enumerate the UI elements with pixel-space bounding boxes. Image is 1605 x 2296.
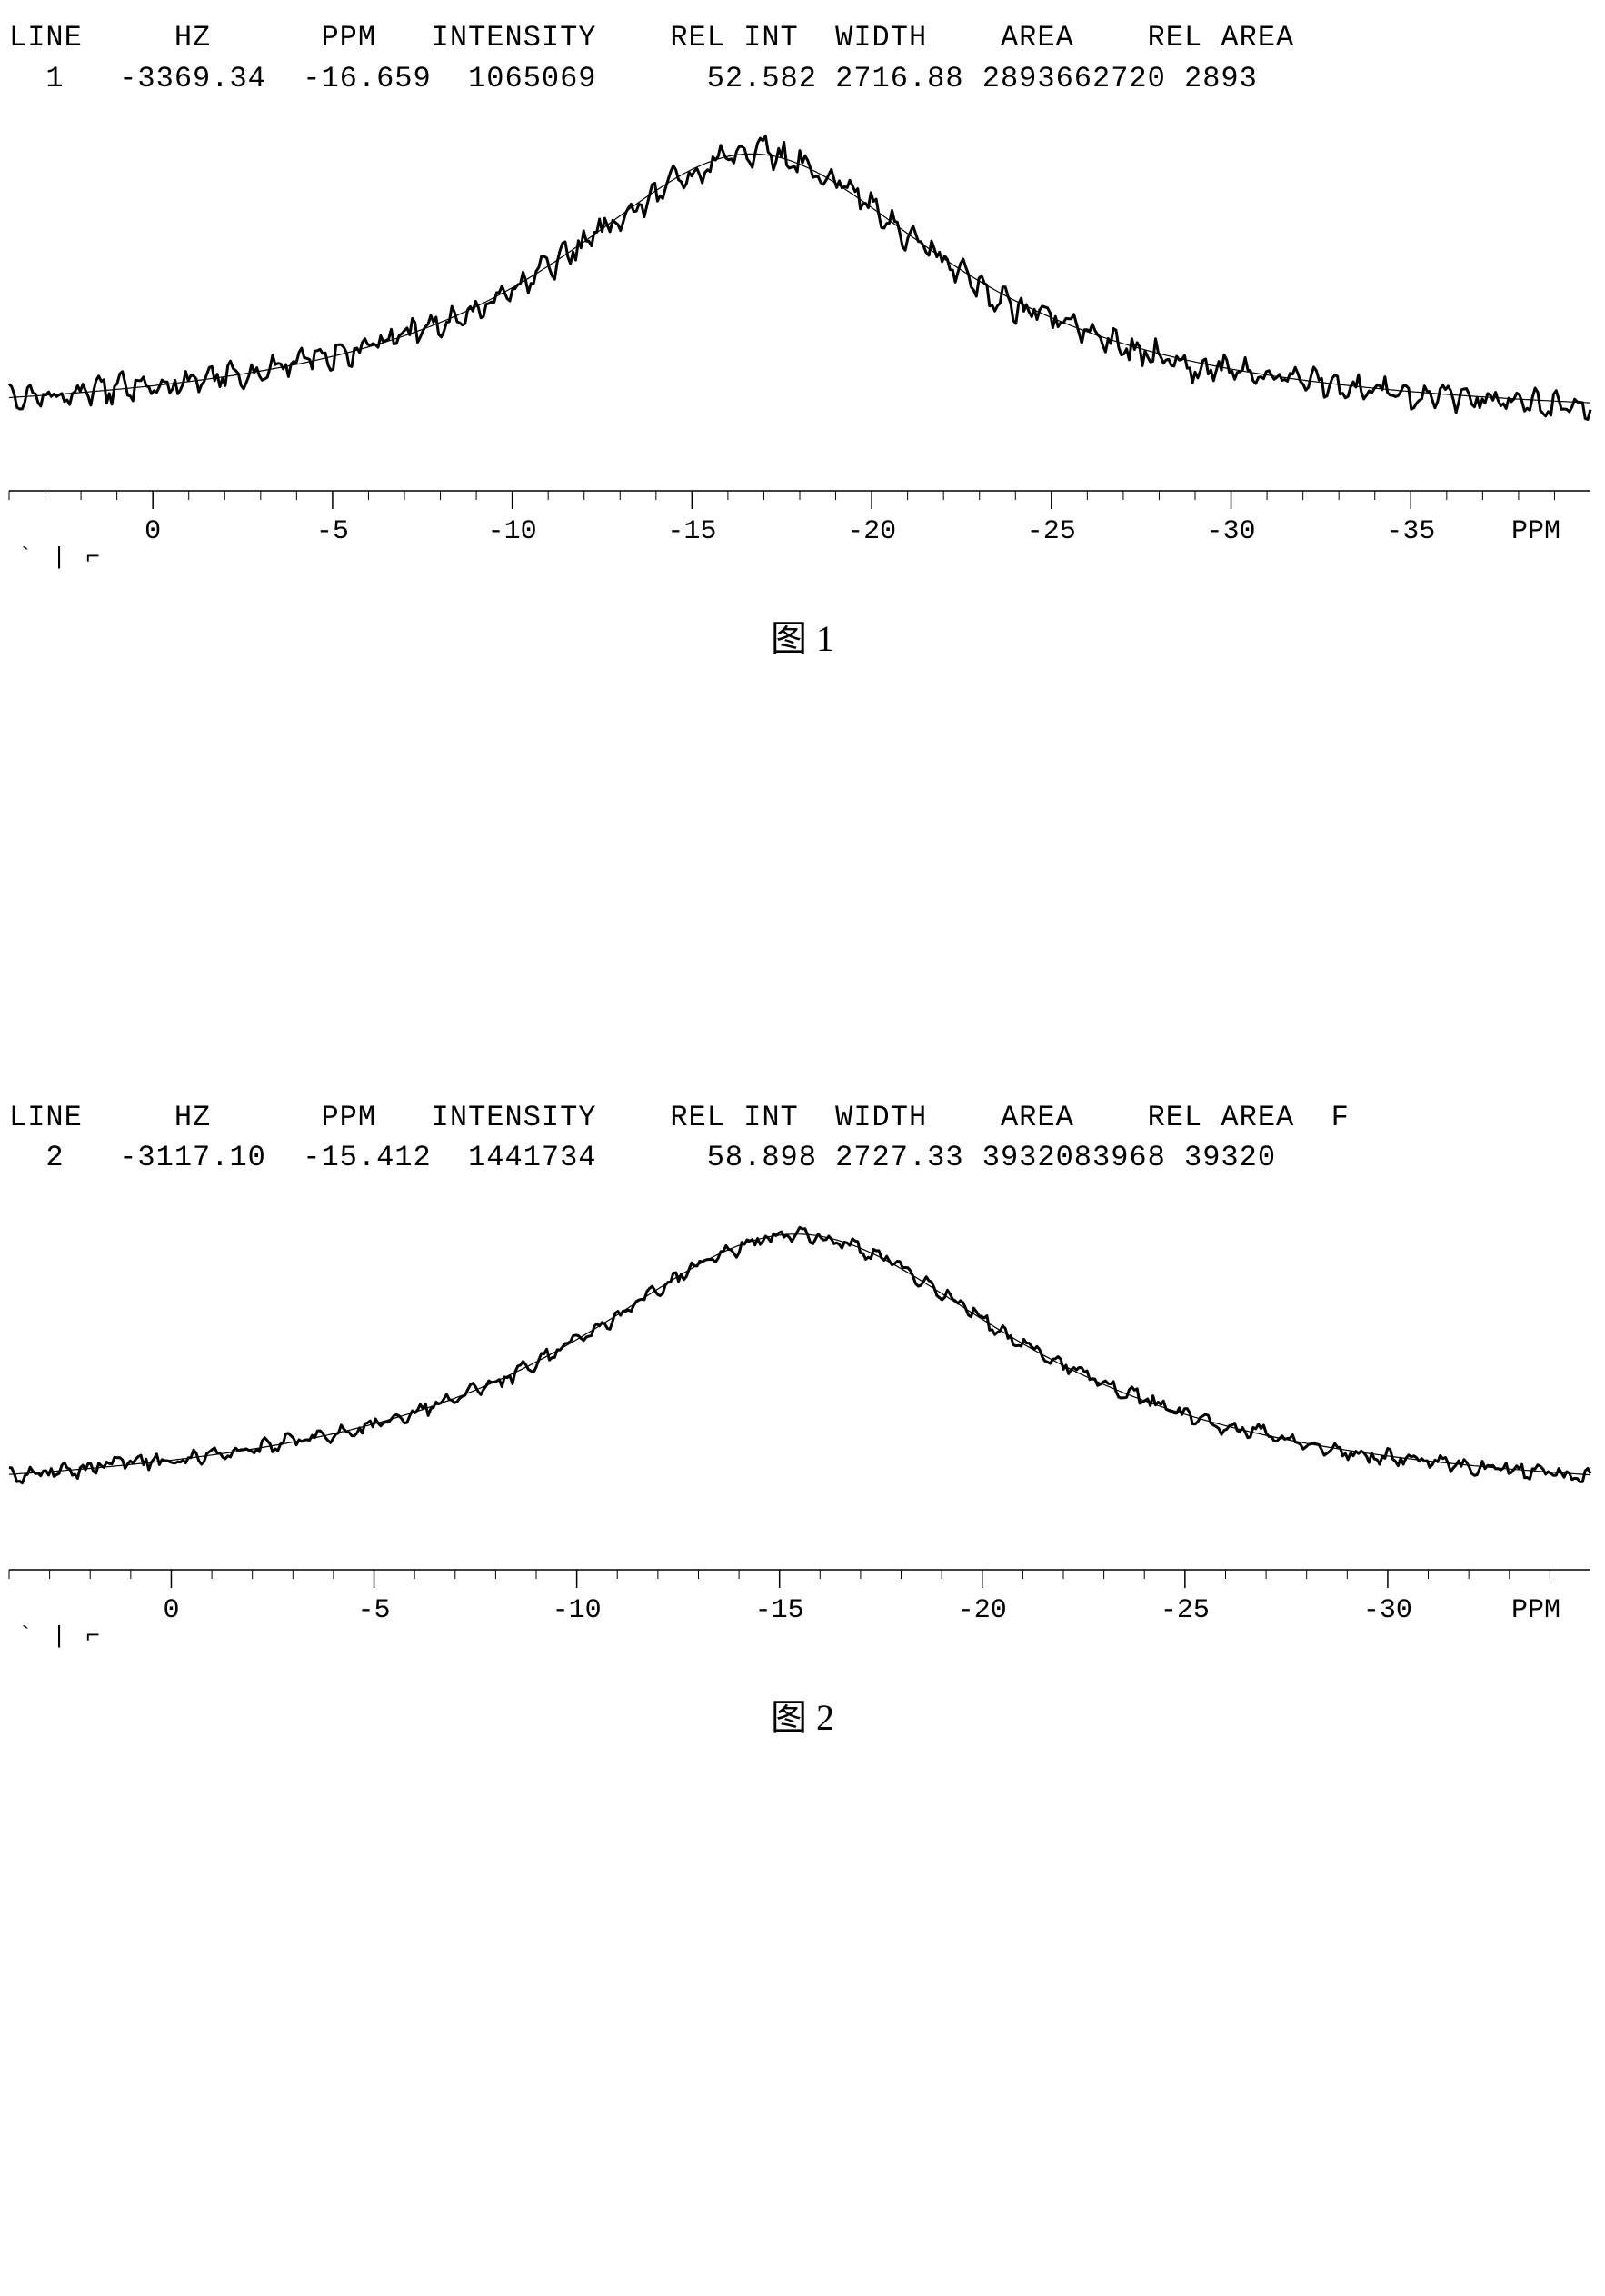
figure-1-caption: 图 1 xyxy=(0,609,1605,662)
svg-text:-20: -20 xyxy=(958,1595,1007,1626)
svg-text:-10: -10 xyxy=(553,1595,602,1626)
svg-text:-25: -25 xyxy=(1161,1595,1210,1626)
svg-text:-35: -35 xyxy=(1386,516,1435,547)
svg-text:0: 0 xyxy=(163,1595,179,1626)
figure-2-caption: 图 2 xyxy=(0,1688,1605,1741)
svg-text:-5: -5 xyxy=(358,1595,391,1626)
data-table-row-1: 1 -3369.34 -16.659 1065069 52.582 2716.8… xyxy=(0,59,1605,100)
svg-text:-10: -10 xyxy=(488,516,537,547)
data-table-header-2: LINE HZ PPM INTENSITY REL INT WIDTH AREA… xyxy=(0,1098,1605,1139)
figure-2: LINE HZ PPM INTENSITY REL INT WIDTH AREA… xyxy=(0,1098,1605,1742)
svg-text:PPM: PPM xyxy=(1511,1595,1560,1626)
svg-text:` | ⌐: ` | ⌐ xyxy=(18,544,103,571)
data-table-row-2: 2 -3117.10 -15.412 1441734 58.898 2727.3… xyxy=(0,1138,1605,1179)
svg-text:-5: -5 xyxy=(316,516,349,547)
svg-text:-20: -20 xyxy=(847,516,896,547)
svg-text:-15: -15 xyxy=(755,1595,804,1626)
svg-text:0: 0 xyxy=(145,516,161,547)
figure-1: LINE HZ PPM INTENSITY REL INT WIDTH AREA… xyxy=(0,18,1605,662)
svg-text:-30: -30 xyxy=(1207,516,1256,547)
data-table-header-1: LINE HZ PPM INTENSITY REL INT WIDTH AREA… xyxy=(0,18,1605,59)
svg-text:` | ⌐: ` | ⌐ xyxy=(18,1622,103,1650)
svg-text:PPM: PPM xyxy=(1511,516,1560,547)
svg-text:-30: -30 xyxy=(1363,1595,1412,1626)
spectrum-chart-1: 0 -5 -10 -15 -20 -25 -30 -35 PPM ` | ⌐ xyxy=(0,109,1605,582)
spectrum-chart-2: 0 -5 -10 -15 -20 -25 -30 PPM ` | ⌐ xyxy=(0,1188,1605,1661)
svg-text:-25: -25 xyxy=(1027,516,1076,547)
spacer xyxy=(0,662,1605,1098)
svg-text:-15: -15 xyxy=(667,516,716,547)
